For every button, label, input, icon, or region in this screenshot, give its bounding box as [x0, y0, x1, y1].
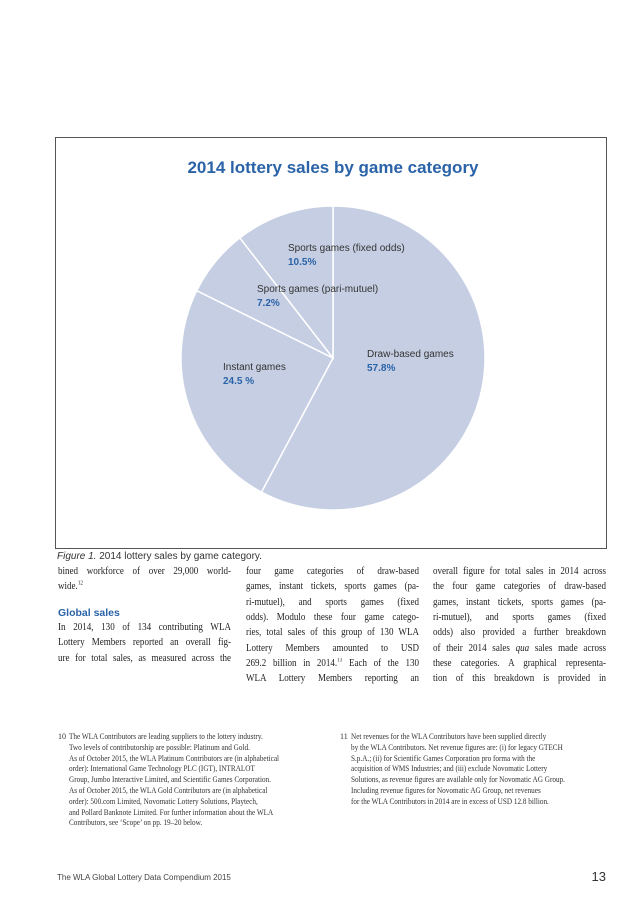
text-line: As of October 2015, the WLA Gold Contrib…	[69, 786, 268, 795]
footnote-ref: 12	[77, 580, 83, 587]
figure: 2014 lottery sales by game category Draw…	[55, 137, 607, 549]
text-span: of their 2014 sales	[433, 642, 516, 654]
caption-label: Figure 1.	[57, 551, 97, 562]
text-span: wide.	[58, 581, 78, 593]
text-line: order): 500.com Limited, Novomatic Lotte…	[69, 796, 258, 806]
emphasis: qua	[515, 642, 530, 654]
text-line: 269.2 billion in 2014.13 Each of the 130	[246, 658, 419, 672]
text-line: bined workforce of over 29,000 world-	[58, 566, 231, 577]
text-line: Two levels of contributorship are possib…	[69, 742, 250, 752]
pie-slice	[180, 289, 335, 494]
text-line: of their 2014 sales qua sales made acros…	[433, 643, 606, 657]
text-line: ri-mutuel), and sports games (fixed	[246, 596, 419, 608]
text-line: In 2014, 130 of 134 contributing WLA	[58, 621, 231, 633]
text-line: odds). Modulo these four game catego-	[246, 611, 419, 623]
text-line: WLA Lottery Members reporting an	[246, 673, 419, 685]
text-line: overall figure for total sales in 2014 a…	[433, 566, 606, 577]
text-line: odds) also provided a further breakdown	[433, 627, 606, 639]
slice-value: 10.5%	[288, 257, 316, 268]
page-number: 13	[591, 869, 606, 884]
chart-title: 2014 lottery sales by game category	[187, 158, 479, 177]
text-line: four game categories of draw-based	[246, 566, 419, 577]
text-line: order): International Game Technology PL…	[69, 764, 255, 774]
footnote-ref: 13	[337, 657, 343, 664]
text-line: ure for total sales, as measured across …	[58, 652, 231, 664]
text-line: ri-mutuel), and sports games (fixed	[433, 611, 606, 623]
slice-label: Sports games (pari-mutuel)	[257, 284, 378, 295]
text-line: wide.12	[58, 580, 231, 593]
slice-value: 57.8%	[367, 363, 395, 374]
text-line: Lottery Members amounted to USD	[246, 642, 419, 654]
text-line: for the WLA Contributors in 2014 are in …	[351, 796, 549, 806]
text-line: games, instant tickets, sports games (pa…	[246, 581, 419, 593]
pie-slice	[260, 205, 486, 511]
text-line: tion of this breakdown is provided in	[433, 673, 606, 685]
text-line: the four game categories of draw-based	[433, 581, 606, 593]
slice-label: Instant games	[223, 362, 286, 373]
text-span: 269.2 billion in 2014.	[246, 657, 338, 669]
slice-value: 24.5 %	[223, 376, 254, 387]
footnote-number: 10	[58, 732, 66, 741]
text-line: The WLA Contributors are leading supplie…	[69, 732, 263, 741]
text-line: S.p.A.; (ii) for Scientific Games Corpor…	[351, 753, 536, 763]
pie-slice	[238, 205, 334, 361]
text-line: and Pollard Banknote Limited. For furthe…	[69, 807, 274, 817]
text-line: Group, Jumbo Interactive Limited, and Sc…	[69, 775, 271, 785]
text-line: As of October 2015, the WLA Platinum Con…	[69, 753, 280, 763]
text-line: Solutions, as revenue figures are availa…	[351, 775, 565, 785]
text-line: Including revenue figures for Novomatic …	[351, 786, 541, 795]
chart: 2014 lottery sales by game category Draw…	[180, 158, 486, 511]
text-line: Contributors, see ‘Scope’ on pp. 19–20 b…	[69, 818, 203, 828]
text-line: Net revenues for the WLA Contributors ha…	[351, 732, 547, 741]
text-line: Lottery Members reported an overall fig-	[58, 637, 231, 649]
slice-label: Draw-based games	[367, 349, 454, 360]
footer-text: The WLA Global Lottery Data Compendium 2…	[57, 873, 231, 882]
text-line: acquisition of WMS Industries; and (iii)…	[351, 764, 548, 774]
text-line: these categories. A graphical representa…	[433, 657, 606, 669]
text-span: Each of the 130	[342, 657, 419, 669]
slice-label: Sports games (fixed odds)	[288, 243, 405, 254]
text-line: ries, total sales of this group of 130 W…	[246, 627, 419, 639]
footnote-number: 11	[340, 732, 348, 741]
caption: Figure 1. 2014 lottery sales by game cat…	[57, 551, 262, 562]
text-line: games, instant tickets, sports games (pa…	[433, 596, 606, 608]
caption-text: 2014 lottery sales by game category.	[99, 551, 262, 562]
text-line: by the WLA Contributors. Net revenue fig…	[351, 742, 563, 752]
slice-value: 7.2%	[257, 298, 280, 309]
text-span: sales made across	[529, 642, 606, 654]
section-heading: Global sales	[58, 606, 120, 619]
